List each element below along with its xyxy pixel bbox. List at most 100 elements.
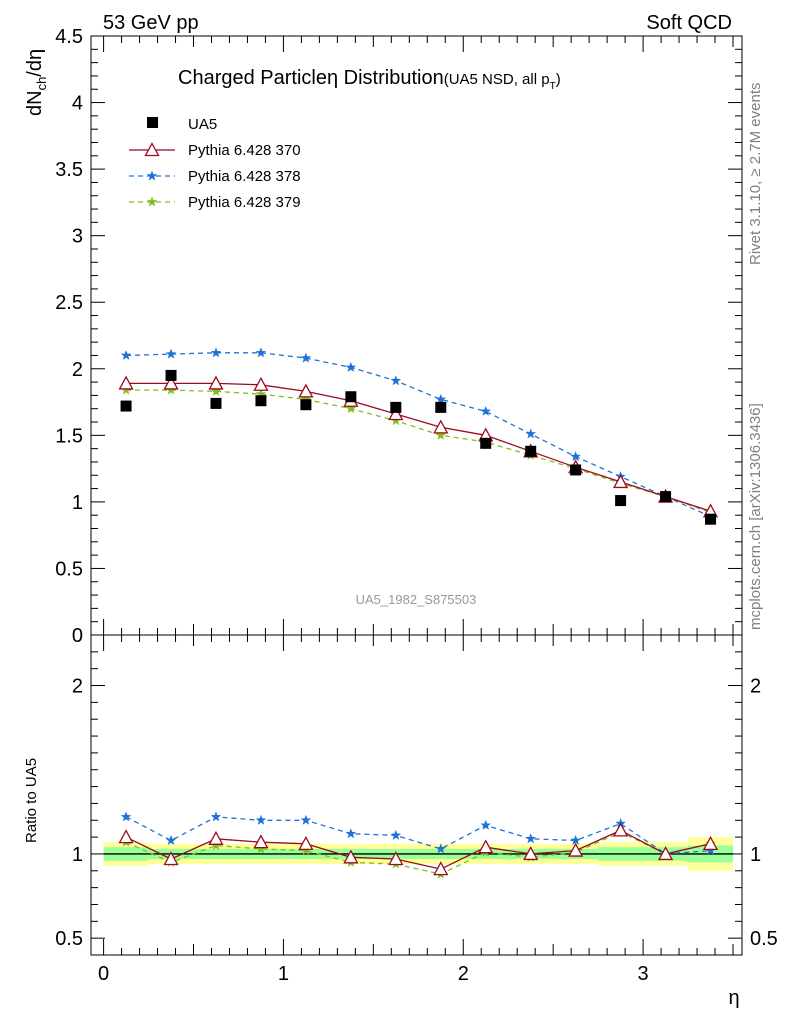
upper-data-point <box>165 369 177 381</box>
upper-data-point <box>480 437 492 449</box>
ratio-data-point <box>613 822 629 837</box>
upper-data-point <box>388 406 404 421</box>
upper-data-point <box>208 375 224 390</box>
header-left-label: 53 GeV pp <box>103 12 199 34</box>
chart-title-main: Charged Particle <box>178 67 327 89</box>
upper-data-point <box>210 385 222 396</box>
upper-data-point <box>345 403 357 414</box>
upper-y-tick-label: 1.5 <box>55 425 83 447</box>
ratio-data-point <box>388 851 404 866</box>
upper-series-line <box>126 352 711 518</box>
upper-data-point <box>163 375 179 390</box>
upper-y-axis-label-b: /dη <box>24 49 46 77</box>
upper-series-line <box>126 389 711 514</box>
ratio-data-point <box>657 846 674 861</box>
ratio-panel: 0.5 0.5 1 1 2 2 0 1 2 3 Ratio to UA5 η <box>23 634 778 1009</box>
upper-data-point <box>660 491 672 503</box>
ratio-data-point <box>208 830 224 845</box>
upper-y-tick-label: 3 <box>72 226 83 248</box>
ratio-y-tick-label-left: 1 <box>72 844 83 866</box>
legend-label-378: Pythia 6.428 378 <box>188 168 301 185</box>
header-right-label: Soft QCD <box>646 12 732 34</box>
upper-y-tick-labels: 0 0.5 1 1.5 2 2.5 3 3.5 4 4.5 <box>55 26 83 647</box>
ratio-data-point <box>298 835 314 850</box>
upper-data-point <box>118 375 134 390</box>
upper-data-point <box>165 348 177 359</box>
upper-y-tick-label: 4 <box>72 93 83 115</box>
ratio-data-point <box>300 814 312 825</box>
upper-data-point <box>300 399 312 411</box>
upper-series-lines <box>126 352 711 518</box>
upper-y-tick-label: 0.5 <box>55 558 83 580</box>
ratio-data-point <box>300 845 312 856</box>
upper-data-point <box>615 495 627 507</box>
legend-marker-ua5 <box>147 117 158 128</box>
ratio-data-point <box>523 846 539 861</box>
chart-title-symbol: η <box>327 67 338 89</box>
upper-data-point <box>390 375 402 386</box>
upper-panel: 0 0.5 1 1.5 2 2.5 3 3.5 4 4.5 Charged Particleη D… <box>24 26 743 647</box>
ratio-y-tick-label-right: 2 <box>750 676 761 698</box>
upper-data-point <box>300 393 312 404</box>
ratio-data-point <box>210 840 222 850</box>
legend-label-370: Pythia 6.428 370 <box>188 142 301 159</box>
upper-y-tick-label: 2.5 <box>55 292 83 314</box>
upper-data-point <box>255 395 267 407</box>
upper-data-point <box>390 401 402 413</box>
upper-y-tick-label: 1 <box>72 492 83 514</box>
ratio-data-point <box>255 843 267 854</box>
legend-label-379: Pythia 6.428 379 <box>188 194 301 211</box>
ratio-data-point <box>702 835 719 850</box>
upper-data-point <box>705 513 717 525</box>
upper-series-line <box>126 382 711 512</box>
analysis-id-label: UA5_1982_S875503 <box>356 592 477 607</box>
upper-data-point <box>298 383 314 398</box>
upper-data-point <box>300 352 312 363</box>
upper-data-point <box>613 474 629 489</box>
upper-data-point <box>120 349 132 360</box>
ratio-series-line <box>125 829 711 870</box>
upper-y-axis-label-a: dN <box>24 90 46 116</box>
ratio-data-point <box>433 861 449 876</box>
upper-frame <box>90 35 743 636</box>
x-tick-label: 1 <box>278 963 289 985</box>
upper-data-point <box>435 429 447 440</box>
upper-data-point <box>570 464 582 476</box>
upper-data-point <box>120 400 132 412</box>
ratio-data-point <box>525 833 536 844</box>
ratio-data-point <box>165 834 177 845</box>
mcplots-label: mcplots.cern.ch [arXiv:1306.3436] <box>747 403 764 630</box>
ratio-axis-ticks <box>91 634 742 956</box>
chart-subtitle-prefix: (UA5 NSD, all p <box>444 71 550 88</box>
upper-data-point <box>433 419 449 434</box>
ratio-data-point <box>435 843 447 854</box>
upper-data-point <box>525 428 536 439</box>
ratio-data-point <box>253 834 269 849</box>
ratio-data-point <box>210 811 222 822</box>
legend-marker-379 <box>146 196 158 207</box>
upper-data-point <box>210 397 222 409</box>
upper-y-axis-label: dNch/dη <box>24 49 49 116</box>
chart-subtitle-index: T <box>550 81 556 92</box>
upper-data-point <box>210 347 222 358</box>
legend-marker-370 <box>144 142 160 157</box>
x-tick-labels: 0 1 2 3 <box>98 963 649 985</box>
ratio-data-point <box>120 811 132 822</box>
ratio-data-point <box>705 845 716 856</box>
ratio-series-line <box>125 831 711 875</box>
ratio-data-point <box>255 814 267 825</box>
ratio-y-tick-label-right: 1 <box>750 844 761 866</box>
legend-star-shape <box>146 170 158 181</box>
x-tick-label: 3 <box>638 963 649 985</box>
legend-marker-378 <box>146 170 158 181</box>
ratio-data-point <box>570 834 581 845</box>
ratio-y-axis-label: Ratio to UA5 <box>23 758 40 843</box>
upper-y-tick-label: 2 <box>72 359 83 381</box>
upper-data-point <box>525 445 537 457</box>
upper-y-tick-label: 3.5 <box>55 159 83 181</box>
ratio-data-point <box>163 851 179 866</box>
ratio-data-point <box>480 819 491 830</box>
ratio-data-point <box>390 829 402 840</box>
upper-data-point <box>255 388 267 399</box>
ratio-data-point <box>478 839 494 854</box>
